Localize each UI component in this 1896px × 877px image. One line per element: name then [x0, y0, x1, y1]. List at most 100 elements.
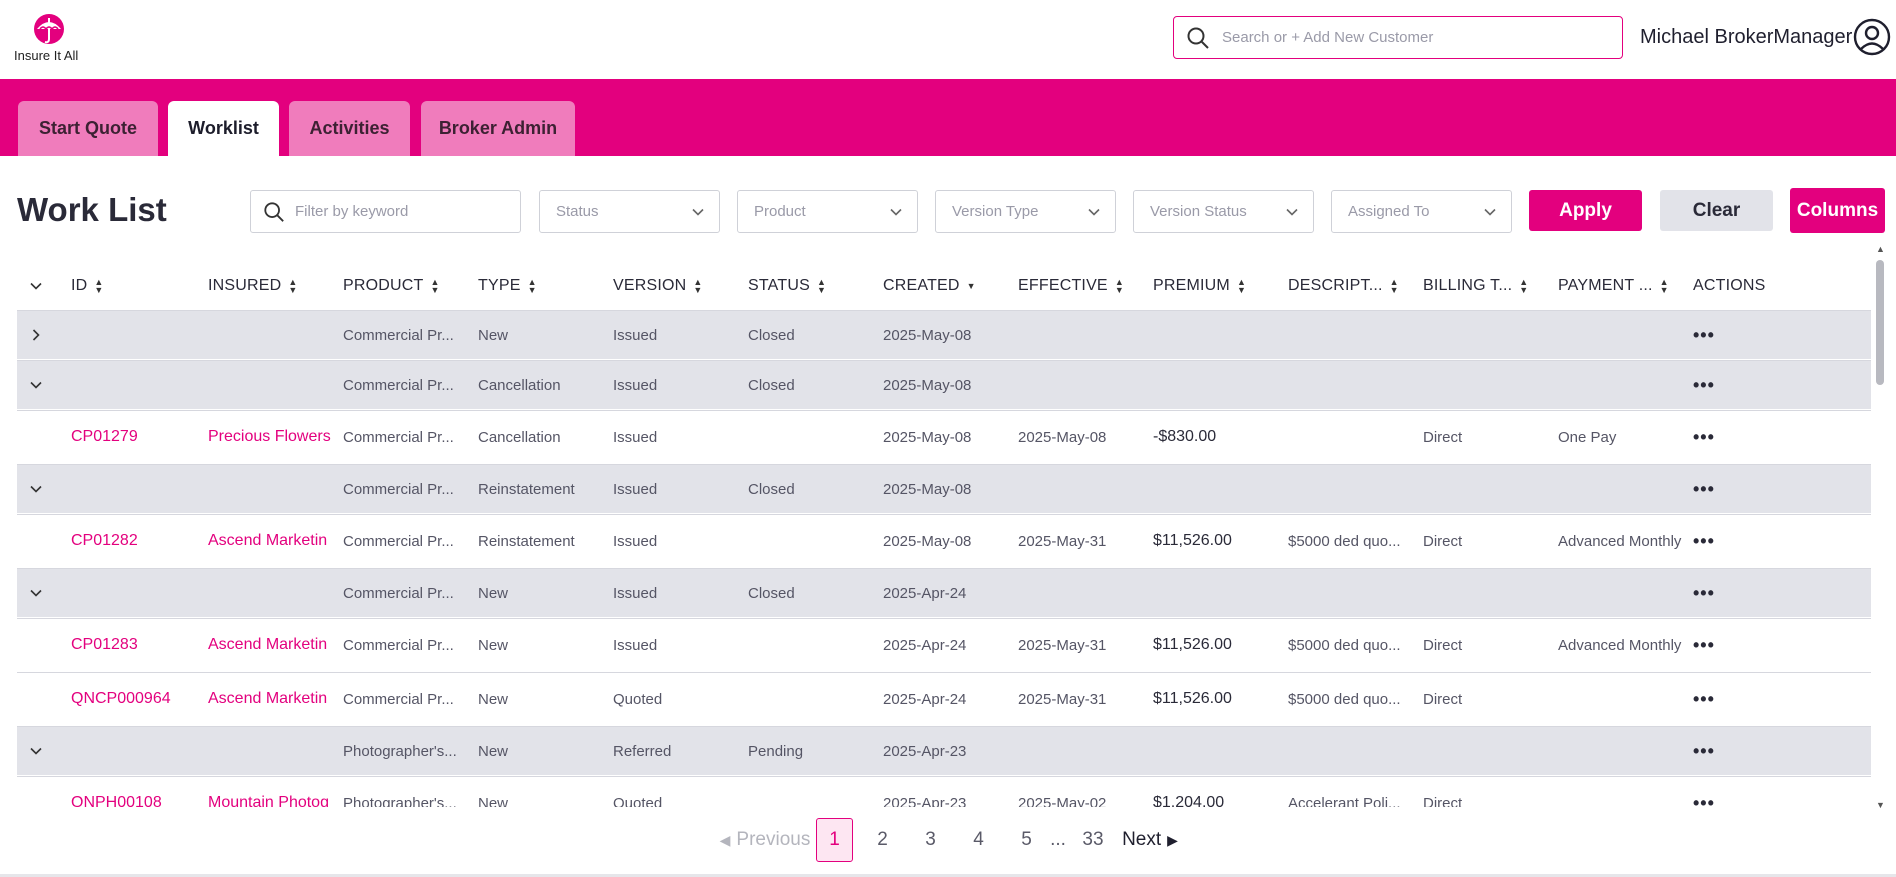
customer-search[interactable]	[1173, 16, 1623, 59]
column-header-created[interactable]: CREATED ▼	[883, 277, 976, 294]
table-row[interactable]: CP01282 Ascend Marketin Commercial Pr... Re…	[17, 514, 1871, 567]
tab-start-quote[interactable]: Start Quote	[18, 101, 158, 156]
user-account-icon[interactable]	[1853, 18, 1891, 56]
group-row[interactable]: Commercial Pr... New Issued Closed 2025-Apr-…	[17, 568, 1871, 617]
column-header-type[interactable]: TYPE ▲ ▼	[478, 277, 537, 295]
cell-insured[interactable]: Mountain Photog	[208, 794, 329, 807]
user-name[interactable]: Michael BrokerManager	[1640, 26, 1853, 48]
table-row[interactable]: QNPH00108 Mountain Photog Photographer's..…	[17, 776, 1871, 807]
more-actions-icon[interactable]: •••	[1693, 792, 1715, 808]
chevron-down-icon[interactable]	[29, 569, 43, 617]
cell-status	[748, 515, 878, 567]
more-actions-icon[interactable]: •••	[1693, 582, 1715, 603]
cell-id[interactable]: CP01282	[71, 532, 138, 549]
group-row[interactable]: Photographer's... New Referred Pending 2025-…	[17, 726, 1871, 775]
table-scrollbar[interactable]: ▲ ▼	[1873, 244, 1887, 810]
more-actions-icon[interactable]: •••	[1693, 740, 1715, 761]
tab-activities[interactable]: Activities	[289, 101, 410, 156]
product-filter[interactable]: Product	[737, 190, 918, 233]
cell-id[interactable]: QNPH00108	[71, 794, 162, 807]
cell-id[interactable]: CP01279	[71, 428, 138, 445]
status-filter[interactable]: Status	[539, 190, 720, 233]
cell-status	[748, 411, 878, 463]
column-header-premium[interactable]: PREMIUM ▲ ▼	[1153, 277, 1247, 295]
version-type-filter[interactable]: Version Type	[935, 190, 1116, 233]
keyword-filter-input[interactable]	[295, 203, 515, 220]
cell-insured[interactable]: Precious Flowers	[208, 428, 331, 445]
page-button-1[interactable]: 1	[816, 818, 853, 862]
column-header-insured[interactable]: INSURED ▲ ▼	[208, 277, 298, 295]
cell-insured[interactable]: Ascend Marketin	[208, 636, 328, 653]
customer-search-input[interactable]	[1222, 29, 1602, 46]
page-button-5[interactable]: 5	[1021, 829, 1032, 850]
keyword-filter[interactable]	[250, 190, 521, 233]
scroll-thumb[interactable]	[1876, 260, 1884, 385]
group-row[interactable]: Commercial Pr... New Issued Closed 2025-May-…	[17, 310, 1871, 359]
cell-effective: 2025-May-31	[1018, 636, 1107, 654]
cell-insured[interactable]: Ascend Marketin	[208, 532, 328, 549]
cell-effective	[1018, 311, 1148, 359]
column-header-id[interactable]: ID ▲ ▼	[71, 277, 104, 295]
cell-id[interactable]: QNCP000964	[71, 690, 171, 707]
expand-all-toggle[interactable]	[29, 262, 43, 310]
column-header-billing-type[interactable]: BILLING T... ▲ ▼	[1423, 277, 1529, 295]
assigned-to-filter[interactable]: Assigned To	[1331, 190, 1512, 233]
cell-id	[71, 465, 201, 513]
page-ellipsis: ...	[1050, 829, 1066, 850]
column-header-effective[interactable]: EFFECTIVE ▲ ▼	[1018, 277, 1124, 295]
cell-product: Commercial Pr...	[343, 376, 454, 394]
column-header-payment[interactable]: PAYMENT ... ▲ ▼	[1558, 277, 1669, 295]
logo[interactable]: Insure It All	[14, 12, 86, 64]
cell-description	[1288, 361, 1418, 409]
scroll-down-icon[interactable]: ▼	[1876, 800, 1885, 810]
next-page-button[interactable]: Next ▶	[1122, 829, 1178, 850]
sort-icon: ▲ ▼	[1114, 277, 1124, 295]
cell-type: New	[478, 794, 509, 808]
apply-button[interactable]: Apply	[1529, 190, 1642, 231]
more-actions-icon[interactable]: •••	[1693, 634, 1715, 655]
chevron-down-icon[interactable]	[29, 465, 43, 513]
cell-billing-type: Direct	[1423, 428, 1463, 446]
previous-page-button[interactable]: ◀ Previous	[719, 829, 811, 850]
chevron-down-icon[interactable]	[29, 727, 43, 775]
cell-created: 2025-May-08	[883, 480, 972, 498]
more-actions-icon[interactable]: •••	[1693, 478, 1715, 499]
cell-billing-type	[1423, 311, 1553, 359]
group-row[interactable]: Commercial Pr... Cancellation Issued Closed…	[17, 360, 1871, 409]
cell-id[interactable]: CP01283	[71, 636, 138, 653]
cell-insured[interactable]: Ascend Marketin	[208, 690, 328, 707]
chevron-down-icon	[1484, 208, 1496, 216]
page-button-4[interactable]: 4	[973, 829, 984, 850]
cell-premium: $1,204.00	[1153, 794, 1225, 807]
cell-payment	[1558, 727, 1686, 775]
page-button-3[interactable]: 3	[925, 829, 936, 850]
page-button-last[interactable]: 33	[1082, 829, 1104, 850]
page-title: Work List	[17, 191, 167, 228]
page-button-2[interactable]: 2	[877, 829, 888, 850]
more-actions-icon[interactable]: •••	[1693, 324, 1715, 345]
chevron-down-icon[interactable]	[29, 361, 43, 409]
column-header-description[interactable]: DESCRIPT... ▲ ▼	[1288, 277, 1399, 295]
more-actions-icon[interactable]: •••	[1693, 374, 1715, 395]
more-actions-icon[interactable]: •••	[1693, 530, 1715, 551]
clear-button[interactable]: Clear	[1660, 190, 1773, 231]
more-actions-icon[interactable]: •••	[1693, 688, 1715, 709]
column-header-status[interactable]: STATUS ▲ ▼	[748, 277, 827, 295]
table-row[interactable]: QNCP000964 Ascend Marketin Commercial Pr..…	[17, 672, 1871, 725]
chevron-right-icon[interactable]	[29, 311, 43, 359]
columns-button[interactable]: Columns	[1790, 188, 1885, 233]
table-row[interactable]: CP01279 Precious Flowers Commercial Pr... C…	[17, 410, 1871, 463]
tab-worklist[interactable]: Worklist	[168, 101, 279, 156]
scroll-up-icon[interactable]: ▲	[1876, 244, 1885, 254]
more-actions-icon[interactable]: •••	[1693, 426, 1715, 447]
version-status-filter[interactable]: Version Status	[1133, 190, 1314, 233]
group-row[interactable]: Commercial Pr... Reinstatement Issued Close…	[17, 464, 1871, 513]
cell-payment: Advanced Monthly	[1558, 636, 1682, 654]
column-header-product[interactable]: PRODUCT ▲ ▼	[343, 277, 440, 295]
table-row[interactable]: CP01283 Ascend Marketin Commercial Pr... Ne…	[17, 618, 1871, 671]
cell-payment	[1558, 465, 1686, 513]
column-header-version[interactable]: VERSION ▲ ▼	[613, 277, 703, 295]
cell-insured	[208, 361, 338, 409]
cell-billing-type	[1423, 361, 1553, 409]
tab-broker-admin[interactable]: Broker Admin	[421, 101, 575, 156]
